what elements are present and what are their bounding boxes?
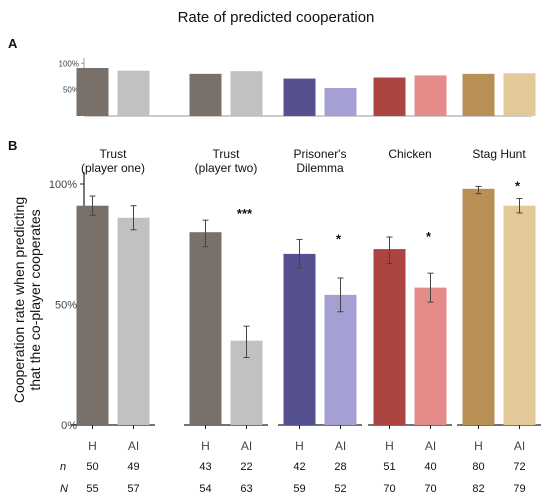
significance-marker: * <box>426 229 432 244</box>
panel-b-y-tick-label: 50% <box>55 300 77 312</box>
n-value: 80 <box>472 461 484 473</box>
panel-a-y-tick-label: 100% <box>59 59 79 68</box>
panel-a-bar <box>503 73 536 116</box>
panel-b-group: Chicken H 51 70 AI 40 70 * <box>368 147 452 495</box>
x-tick-label: AI <box>241 439 252 453</box>
bar <box>373 249 406 425</box>
n-value: 51 <box>383 461 395 473</box>
bar <box>189 232 222 425</box>
panel-b-group: Trust(player one) H 50 55 AI 49 57 <box>71 147 155 495</box>
N-value: 70 <box>383 483 395 495</box>
panel-b-group: Stag Hunt H 80 82 AI 72 79 * <box>457 147 541 495</box>
panel-a-y-tick-label: 50% <box>63 86 79 95</box>
N-value: 55 <box>86 483 98 495</box>
panel-b-chart: 0% 50% 100% Cooperation rate when predictin… <box>11 147 541 495</box>
panel-a-label: A <box>8 36 18 51</box>
x-tick-label: H <box>474 439 483 453</box>
N-value: 79 <box>513 483 525 495</box>
figure-title: Rate of predicted cooperation <box>178 9 375 26</box>
x-tick-label: AI <box>425 439 436 453</box>
x-tick-label: H <box>295 439 304 453</box>
group-title: Dilemma <box>296 161 344 175</box>
n-value: 28 <box>334 461 346 473</box>
x-tick-label: H <box>88 439 97 453</box>
panel-b-y-tick-label: 0% <box>61 420 77 432</box>
bar <box>283 253 316 425</box>
group-title: Chicken <box>388 147 431 161</box>
panel-a-chart: 50% 100% <box>59 58 536 117</box>
panel-a-bar <box>76 68 109 116</box>
group-title: (player two) <box>195 161 258 175</box>
x-tick-label: H <box>201 439 210 453</box>
panel-a-bar <box>414 75 447 116</box>
bar <box>117 217 150 425</box>
n-value: 49 <box>127 461 139 473</box>
x-tick-label: H <box>385 439 394 453</box>
bar <box>324 294 357 425</box>
n-value: 22 <box>240 461 252 473</box>
n-value: 42 <box>293 461 305 473</box>
N-value: 54 <box>199 483 211 495</box>
n-value: 50 <box>86 461 98 473</box>
panel-a-bar <box>324 88 357 116</box>
group-title: Trust <box>100 147 128 161</box>
panel-a-bar <box>283 78 316 116</box>
y-axis-label-line: that the co-player cooperates <box>27 209 43 390</box>
significance-marker: * <box>336 231 342 246</box>
row-label-n: n <box>60 461 66 473</box>
bar <box>503 205 536 425</box>
N-value: 70 <box>424 483 436 495</box>
group-title: (player one) <box>81 161 145 175</box>
panel-b-y-tick-label: 100% <box>49 179 77 191</box>
panel-b-group: Trust(player two) H 43 54 AI 22 63 *** <box>184 147 268 495</box>
x-tick-label: AI <box>514 439 525 453</box>
N-value: 52 <box>334 483 346 495</box>
N-value: 82 <box>472 483 484 495</box>
significance-marker: *** <box>237 206 253 221</box>
panel-a-bar <box>230 71 263 116</box>
N-value: 59 <box>293 483 305 495</box>
n-value: 40 <box>424 461 436 473</box>
significance-marker: * <box>515 178 521 193</box>
panel-a-bar <box>117 70 150 116</box>
bar <box>414 287 447 425</box>
panel-a-bar <box>189 73 222 116</box>
panel-a-bar <box>373 77 406 116</box>
group-title: Trust <box>213 147 241 161</box>
row-label-N: N <box>60 483 68 495</box>
n-value: 43 <box>199 461 211 473</box>
n-value: 72 <box>513 461 525 473</box>
N-value: 63 <box>240 483 252 495</box>
group-title: Prisoner's <box>294 147 347 161</box>
panel-b-y-axis-label: Cooperation rate when predicting that the… <box>11 197 43 403</box>
y-axis-label-line: Cooperation rate when predicting <box>11 197 27 403</box>
panel-b-label: B <box>8 138 17 153</box>
bar <box>462 188 495 425</box>
bar <box>76 205 109 425</box>
group-title: Stag Hunt <box>472 147 526 161</box>
N-value: 57 <box>127 483 139 495</box>
panel-a-bar <box>462 73 495 116</box>
x-tick-label: AI <box>335 439 346 453</box>
x-tick-label: AI <box>128 439 139 453</box>
